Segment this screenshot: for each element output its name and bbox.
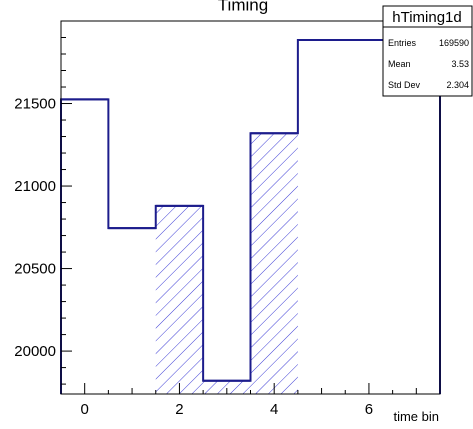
histogram-outline — [60, 38, 441, 394]
x-axis: 0 2 4 6 — [60, 383, 441, 418]
stats-value: 3.53 — [451, 59, 469, 69]
hatched-bin-2 — [155, 205, 204, 394]
hatched-bin-3 — [203, 380, 251, 394]
stats-value: 169590 — [439, 38, 469, 48]
stats-box: hTiming1d Entries 169590 Mean 3.53 Std Dev 2.… — [382, 5, 473, 97]
stats-label: Entries — [388, 38, 417, 48]
stats-value: 2.304 — [446, 80, 469, 90]
x-tick-label: 2 — [175, 401, 183, 418]
y-axis: 20000 20500 21000 21500 — [14, 37, 72, 385]
stats-label: Mean — [388, 59, 411, 69]
y-tick-label: 20500 — [14, 261, 56, 278]
chart-title: Timing — [218, 0, 268, 14]
x-tick-label: 6 — [365, 401, 373, 418]
x-tick-label: 0 — [81, 401, 89, 418]
y-tick-label: 21000 — [14, 178, 56, 195]
y-tick-label: 20000 — [14, 343, 56, 360]
stats-box-name: hTiming1d — [392, 9, 461, 26]
stats-label: Std Dev — [388, 80, 421, 90]
y-tick-label: 21500 — [14, 96, 56, 113]
x-axis-label: time bin — [393, 409, 439, 424]
x-tick-label: 4 — [270, 401, 278, 418]
hatched-bin-4 — [250, 133, 298, 394]
